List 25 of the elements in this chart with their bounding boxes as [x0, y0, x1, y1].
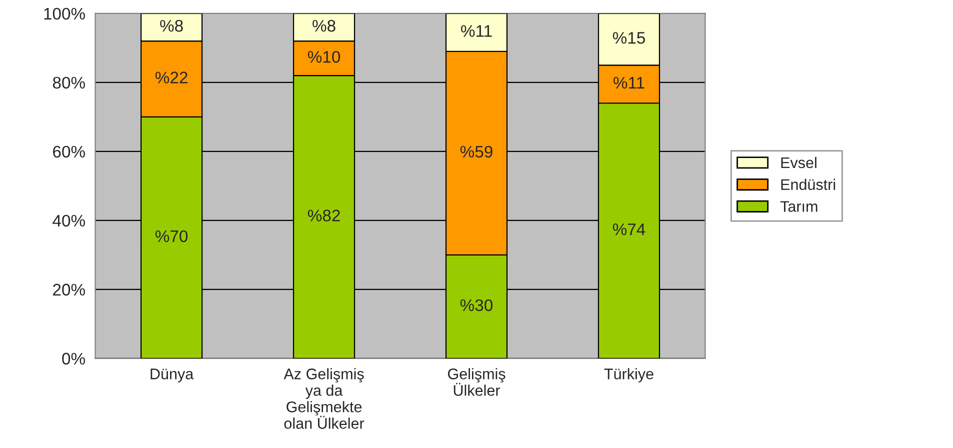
x-tick-label: Türkiye — [604, 368, 654, 382]
data-label: %11 — [461, 25, 492, 37]
data-label: %22 — [155, 72, 188, 84]
data-label: %82 — [308, 210, 340, 222]
data-label: %11 — [614, 76, 644, 89]
x-tick-label: Gelişmiş Ülkeler — [448, 368, 506, 396]
x-tick-label: Az Gelişmiş ya da Gelişmekte olan Ülkeler — [284, 368, 364, 429]
legend-label: Evsel — [781, 156, 816, 168]
y-tick-label: 40% — [52, 214, 85, 227]
data-label: %15 — [612, 32, 645, 44]
data-label: %10 — [308, 50, 340, 63]
data-label: %74 — [612, 224, 646, 236]
data-label: %59 — [460, 146, 492, 158]
data-label: %30 — [460, 299, 493, 312]
data-label: %8 — [312, 20, 336, 32]
legend-label: Endüstri — [781, 178, 836, 190]
legend-label: Tarım — [780, 201, 818, 212]
data-label: %8 — [160, 20, 183, 32]
y-tick-label: 80% — [52, 76, 85, 89]
y-tick-label: 60% — [53, 146, 85, 158]
data-label: %70 — [155, 230, 188, 242]
y-tick-label: 20% — [53, 284, 85, 296]
y-tick-label: 0% — [62, 352, 85, 365]
y-tick-label: 100% — [44, 8, 85, 20]
x-tick-label: Dünya — [150, 368, 194, 382]
